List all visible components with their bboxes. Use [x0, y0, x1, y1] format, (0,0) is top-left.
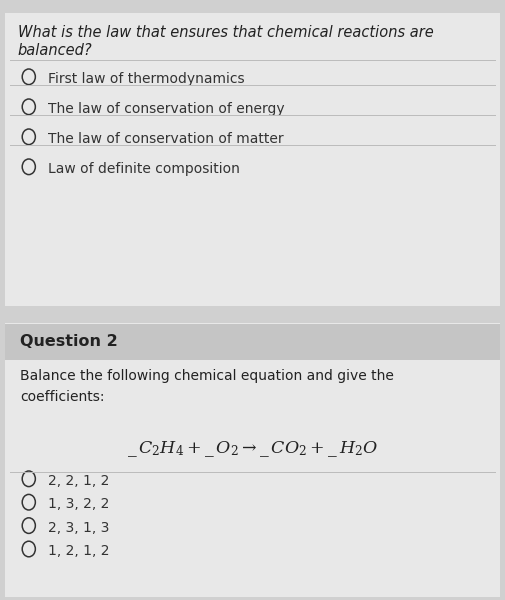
Text: $\_ \, C_2H_4 + \_ \, O_2 \rightarrow \_ \, CO_2 + \_ \, H_2O$: $\_ \, C_2H_4 + \_ \, O_2 \rightarrow \_…	[127, 439, 378, 459]
Text: Law of definite composition: Law of definite composition	[48, 162, 240, 176]
FancyBboxPatch shape	[5, 323, 500, 597]
Text: 1, 3, 2, 2: 1, 3, 2, 2	[48, 497, 110, 511]
Text: Balance the following chemical equation and give the
coefficients:: Balance the following chemical equation …	[20, 369, 394, 404]
Text: The law of conservation of energy: The law of conservation of energy	[48, 102, 285, 116]
Text: The law of conservation of matter: The law of conservation of matter	[48, 132, 284, 146]
Text: Question 2: Question 2	[20, 334, 118, 349]
FancyBboxPatch shape	[5, 13, 500, 306]
Text: 1, 2, 1, 2: 1, 2, 1, 2	[48, 544, 110, 558]
Text: What is the law that ensures that chemical reactions are balanced?: What is the law that ensures that chemic…	[18, 25, 433, 58]
Text: 2, 3, 1, 3: 2, 3, 1, 3	[48, 521, 110, 535]
Text: First law of thermodynamics: First law of thermodynamics	[48, 72, 244, 86]
Text: 2, 2, 1, 2: 2, 2, 1, 2	[48, 474, 110, 488]
FancyBboxPatch shape	[5, 324, 500, 360]
